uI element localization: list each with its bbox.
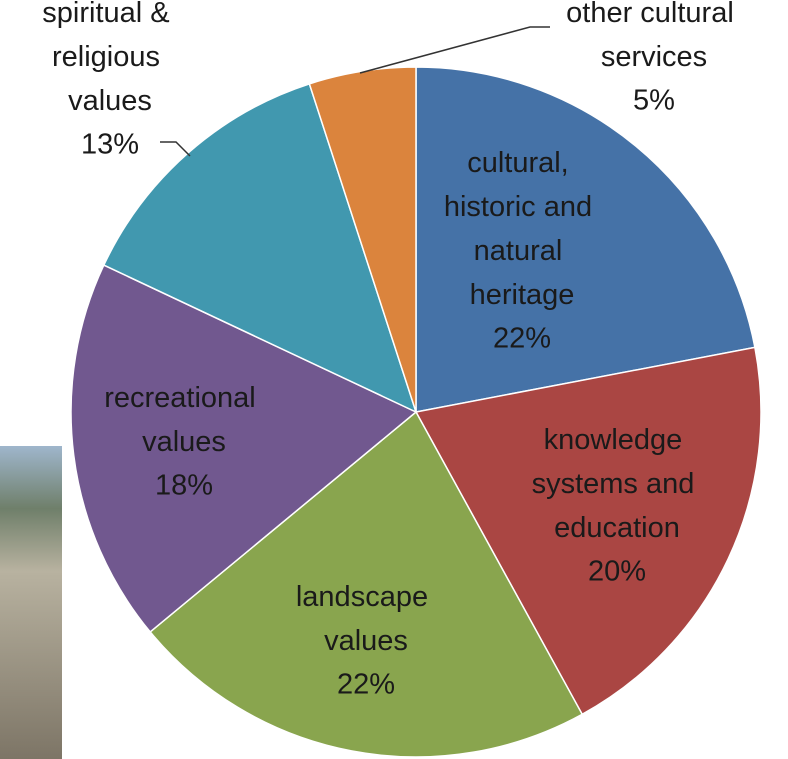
slice-label: knowledge systems and education xyxy=(532,424,703,544)
label-line: cultural, xyxy=(467,147,577,179)
label-line: values xyxy=(142,426,226,458)
label-line: landscape xyxy=(296,581,436,613)
label-line: education xyxy=(554,512,680,544)
label-line: spiritual & xyxy=(42,0,177,29)
label-line: religious xyxy=(52,41,168,73)
slice-label: other cultural services xyxy=(566,0,742,73)
label-line: values xyxy=(324,625,408,657)
label-line: other cultural xyxy=(566,0,742,29)
label-line: systems and xyxy=(532,468,703,500)
value-label: 5% xyxy=(633,85,675,117)
value-label: 13% xyxy=(81,129,139,161)
chart: cultural, historic and natural heritage 2… xyxy=(0,0,788,759)
slice-label: spiritual & religious values xyxy=(42,0,177,117)
background-photo xyxy=(0,446,62,759)
label-line: services xyxy=(601,41,707,73)
label-line: natural xyxy=(474,235,571,267)
value-label: 22% xyxy=(493,323,551,355)
value-label: 20% xyxy=(588,556,646,588)
label-line: knowledge xyxy=(544,424,691,456)
label-line: heritage xyxy=(470,279,575,311)
leader-line xyxy=(360,27,550,73)
leader-line xyxy=(160,142,190,156)
value-label: 18% xyxy=(155,470,213,502)
value-label: 22% xyxy=(337,669,395,701)
label-line: recreational xyxy=(104,382,264,414)
label-line: historic and xyxy=(444,191,600,223)
label-line: values xyxy=(68,85,152,117)
